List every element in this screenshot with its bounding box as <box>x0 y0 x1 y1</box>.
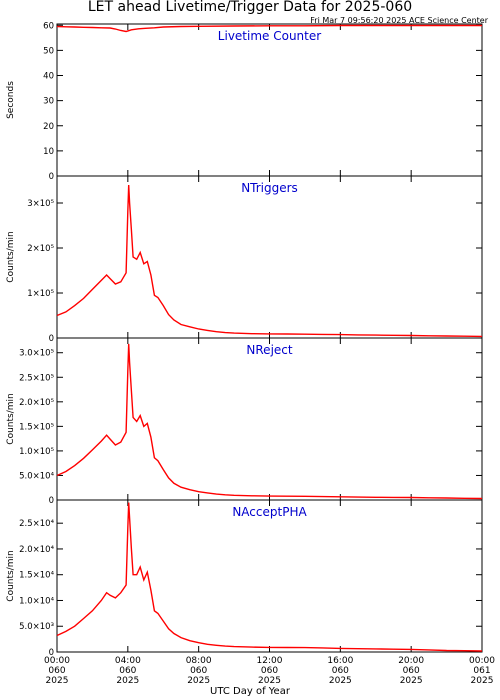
y-axis-label: Counts/min <box>6 231 16 282</box>
x-tick-time: 08:00 <box>186 656 212 666</box>
x-tick-time: 00:00 <box>469 656 495 666</box>
y-tick-label: 40 <box>43 72 54 82</box>
x-tick-doy: 060 <box>261 666 278 676</box>
x-tick-year: 2025 <box>46 676 69 686</box>
series-line-2 <box>56 343 483 500</box>
y-tick-label: 2.0×10⁵ <box>19 398 54 408</box>
series-line-0 <box>56 24 482 33</box>
x-axis-caption: UTC Day of Year <box>210 686 290 697</box>
series-line-1 <box>56 184 483 338</box>
y-tick-label: 1.5×10⁵ <box>19 422 54 432</box>
y-tick-label: 1.0×10⁵ <box>19 447 54 457</box>
page-title: LET ahead Livetime/Trigger Data for 2025… <box>87 0 413 15</box>
panel-frame <box>56 23 483 177</box>
y-tick-label: 2.0×10⁴ <box>19 545 54 555</box>
panel-frame <box>56 175 483 339</box>
y-tick-label: 1×10⁵ <box>27 289 54 299</box>
y-axis-label: Counts/min <box>6 550 16 601</box>
panel-2 <box>56 337 483 501</box>
x-tick-time: 04:00 <box>115 656 141 666</box>
y-tick-label: 0 <box>49 172 54 182</box>
panel-frame <box>56 337 483 501</box>
y-tick-label: 2.5×10⁵ <box>19 373 54 383</box>
x-tick-doy: 060 <box>332 666 349 676</box>
panel-3 <box>56 499 483 653</box>
y-tick-label: 1.0×10⁴ <box>19 596 54 606</box>
x-tick-time: 12:00 <box>257 656 283 666</box>
series-line-3 <box>56 502 483 652</box>
x-tick-year: 2025 <box>258 676 281 686</box>
y-axis-label: Counts/min <box>6 393 16 444</box>
x-tick-year: 2025 <box>400 676 423 686</box>
timestamp-text: Fri Mar 7 09:56:20 2025 ACE Science Cent… <box>310 16 488 25</box>
y-tick-label: 3.0×10⁵ <box>19 349 54 359</box>
y-tick-label: 1.5×10⁴ <box>19 571 54 581</box>
x-tick-time: 20:00 <box>398 656 424 666</box>
x-tick-doy: 061 <box>473 666 490 676</box>
x-tick-doy: 060 <box>403 666 420 676</box>
panel-0 <box>56 23 483 177</box>
y-tick-label: 5.0×10³ <box>19 622 54 632</box>
x-tick-doy: 060 <box>190 666 207 676</box>
x-tick-year: 2025 <box>471 676 494 686</box>
y-tick-label: 2.5×10⁴ <box>19 519 54 529</box>
y-tick-label: 0 <box>49 334 54 344</box>
panel-1 <box>56 175 483 339</box>
y-axis-label: Seconds <box>6 81 16 119</box>
panel-label: Livetime Counter <box>218 29 321 43</box>
y-tick-label: 10 <box>43 147 54 157</box>
y-tick-label: 60 <box>43 21 54 31</box>
x-tick-year: 2025 <box>187 676 210 686</box>
y-tick-label: 20 <box>43 122 54 132</box>
x-tick-time: 00:00 <box>44 656 70 666</box>
y-tick-label: 30 <box>43 97 54 107</box>
y-tick-label: 2×10⁵ <box>27 244 54 254</box>
y-tick-label: 5.0×10⁴ <box>19 471 54 481</box>
y-tick-label: 0 <box>49 496 54 506</box>
y-tick-label: 50 <box>43 46 54 56</box>
panel-frame <box>56 499 483 653</box>
x-tick-year: 2025 <box>116 676 139 686</box>
panel-label: NReject <box>246 343 292 357</box>
panel-label: NAcceptPHA <box>232 505 307 519</box>
x-tick-year: 2025 <box>329 676 352 686</box>
y-tick-label: 3×10⁵ <box>27 199 54 209</box>
x-tick-doy: 060 <box>119 666 136 676</box>
x-tick-time: 16:00 <box>327 656 353 666</box>
y-tick-label: 0 <box>49 648 54 658</box>
panel-label: NTriggers <box>241 181 298 195</box>
x-tick-doy: 060 <box>48 666 65 676</box>
